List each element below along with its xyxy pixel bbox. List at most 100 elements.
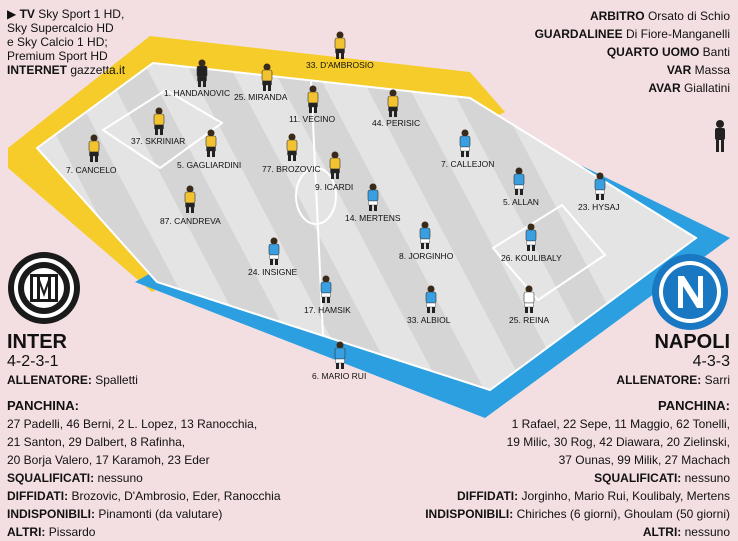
away-formation: 4-3-3 — [692, 353, 730, 370]
away-player-9: 25. REINA — [509, 285, 549, 325]
tv-line-4: Premium Sport HD — [7, 49, 108, 63]
tv-line-1: Sky Sport 1 HD, — [38, 7, 125, 21]
away-player-0: 7. CALLEJON — [441, 129, 494, 169]
away-coach: Sarri — [704, 373, 730, 387]
tv-line-2: Sky Supercalcio HD — [7, 21, 114, 35]
away-warned: Jorginho, Mario Rui, Koulibaly, Mertens — [521, 489, 730, 503]
home-player-7: 5. GAGLIARDINI — [177, 129, 241, 170]
official-avar: AVAR Giallatini — [648, 81, 730, 95]
napoli-block: NAPOLI 4-3-3 ALLENATORE: Sarri — [616, 331, 730, 387]
away-player-label-6: 24. INSIGNE — [248, 267, 297, 277]
tv-label: TV — [19, 7, 35, 21]
home-suspended-label: SQUALIFICATI: — [7, 471, 95, 485]
away-others: nessuno — [684, 525, 730, 539]
away-bench-label: PANCHINA: — [658, 398, 730, 413]
home-player-label-7: 5. GAGLIARDINI — [177, 160, 241, 170]
inter-block: INTER 4-2-3-1 ALLENATORE: Spalletti — [7, 331, 138, 387]
away-player-3: 14. MERTENS — [345, 183, 401, 223]
away-player-5: 26. KOULIBALY — [501, 223, 562, 263]
pitch-lines — [35, 61, 698, 392]
home-bench-label: PANCHINA: — [7, 398, 79, 413]
home-bench-line-1: 27 Padelli, 46 Berni, 2 L. Lopez, 13 Ran… — [7, 417, 258, 431]
home-others: Pissardo — [48, 525, 96, 539]
internet-label: INTERNET — [7, 63, 67, 77]
home-player-label-5: 44. PERISIC — [372, 118, 420, 128]
officials-list: ARBITRO Orsato di Schio GUARDALINEE Di F… — [535, 7, 730, 97]
away-player-8: 33. ALBIOL — [407, 285, 451, 325]
tv-line-3: e Sky Calcio 1 HD; — [7, 35, 108, 49]
inter-logo-icon — [8, 252, 80, 324]
inter-details: PANCHINA: 27 Padelli, 46 Berni, 2 L. Lop… — [7, 397, 281, 541]
away-player-2: 23. HYSAJ — [578, 172, 620, 212]
home-player-6: 7. CANCELO — [66, 134, 117, 175]
away-suspended: nessuno — [684, 471, 730, 485]
home-unavailable: Pinamonti (da valutare) — [98, 507, 223, 521]
home-others-label: ALTRI: — [7, 525, 46, 539]
home-player-label-8: 77. BROZOVIC — [262, 164, 321, 174]
home-coach: Spalletti — [95, 373, 138, 387]
away-player-1: 5. ALLAN — [503, 167, 539, 207]
referee-icon — [715, 120, 725, 152]
away-suspended-label: SQUALIFICATI: — [594, 471, 682, 485]
away-bench-line-2: 19 Milic, 30 Rog, 42 Diawara, 20 Zielins… — [506, 435, 730, 449]
home-warned: Brozovic, D'Ambrosio, Eder, Ranocchia — [71, 489, 281, 503]
home-bench-line-3: 20 Borja Valero, 17 Karamoh, 23 Eder — [7, 453, 210, 467]
official-arbitro: ARBITRO Orsato di Schio — [589, 9, 730, 23]
home-player-10: 87. CANDREVA — [160, 185, 221, 226]
home-player-8: 77. BROZOVIC — [262, 133, 321, 174]
home-player-5: 44. PERISIC — [372, 89, 420, 128]
home-player-label-9: 9. ICARDI — [315, 182, 353, 192]
home-player-label-4: 11. VECINO — [289, 114, 336, 124]
away-player-label-10: 6. MARIO RUI — [312, 371, 366, 381]
away-player-4: 8. JORGINHO — [399, 221, 454, 261]
home-player-label-6: 7. CANCELO — [66, 165, 117, 175]
away-player-label-8: 33. ALBIOL — [407, 315, 451, 325]
home-player-0: 1. HANDANOVIC — [164, 59, 230, 98]
home-player-label-0: 1. HANDANOVIC — [164, 88, 230, 98]
home-player-3: 37. SKRINIAR — [131, 107, 185, 146]
home-unavailable-label: INDISPONIBILI: — [7, 507, 96, 521]
away-player-label-2: 23. HYSAJ — [578, 202, 620, 212]
official-var: VAR Massa — [666, 63, 730, 77]
home-player-1: 25. MIRANDA — [234, 63, 288, 102]
away-player-label-0: 7. CALLEJON — [441, 159, 494, 169]
away-player-label-4: 8. JORGINHO — [399, 251, 454, 261]
away-bench-line-3: 37 Ounas, 99 Milik, 27 Machach — [558, 453, 730, 467]
broadcast-info: ▶ TV Sky Sport 1 HD, Sky Supercalcio HD … — [7, 7, 125, 77]
home-coach-label: ALLENATORE: — [7, 373, 92, 387]
home-formation: 4-2-3-1 — [7, 353, 59, 370]
away-player-label-1: 5. ALLAN — [503, 197, 539, 207]
away-bench-line-1: 1 Rafael, 22 Sepe, 11 Maggio, 62 Tonelli… — [511, 417, 730, 431]
home-player-label-3: 37. SKRINIAR — [131, 136, 185, 146]
home-bench-line-2: 21 Santon, 29 Dalbert, 8 Rafinha, — [7, 435, 186, 449]
away-player-label-9: 25. REINA — [509, 315, 549, 325]
away-player-label-7: 17. HAMSIK — [304, 305, 351, 315]
away-others-label: ALTRI: — [642, 525, 682, 539]
away-coach-label: ALLENATORE: — [616, 373, 702, 387]
home-player-2: 33. D'AMBROSIO — [306, 31, 374, 70]
official-quarto-uomo: QUARTO UOMO Banti — [606, 45, 730, 59]
away-unavailable-label: INDISPONIBILI: — [425, 507, 514, 521]
home-player-label-1: 25. MIRANDA — [234, 92, 288, 102]
home-player-label-10: 87. CANDREVA — [160, 216, 221, 226]
away-player-6: 24. INSIGNE — [248, 237, 297, 277]
home-player-4: 11. VECINO — [289, 85, 336, 124]
away-player-10: 6. MARIO RUI — [312, 341, 366, 381]
away-player-label-3: 14. MERTENS — [345, 213, 401, 223]
home-player-label-2: 33. D'AMBROSIO — [306, 60, 374, 70]
home-suspended: nessuno — [97, 471, 143, 485]
away-player-7: 17. HAMSIK — [304, 275, 351, 315]
away-warned-label: DIFFIDATI: — [457, 489, 519, 503]
away-player-label-5: 26. KOULIBALY — [501, 253, 562, 263]
away-team-name: NAPOLI — [654, 331, 730, 353]
napoli-details: PANCHINA: 1 Rafael, 22 Sepe, 11 Maggio, … — [425, 397, 730, 541]
home-team-name: INTER — [7, 331, 67, 353]
away-unavailable: Chiriches (6 giorni), Ghoulam (50 giorni… — [516, 507, 730, 521]
play-icon: ▶ — [7, 7, 17, 21]
official-guardalinee: GUARDALINEE Di Fiore-Manganelli — [534, 27, 730, 41]
internet-value: gazzetta.it — [70, 63, 126, 77]
napoli-logo-icon — [652, 254, 728, 330]
home-player-9: 9. ICARDI — [315, 151, 353, 192]
home-warned-label: DIFFIDATI: — [7, 489, 69, 503]
